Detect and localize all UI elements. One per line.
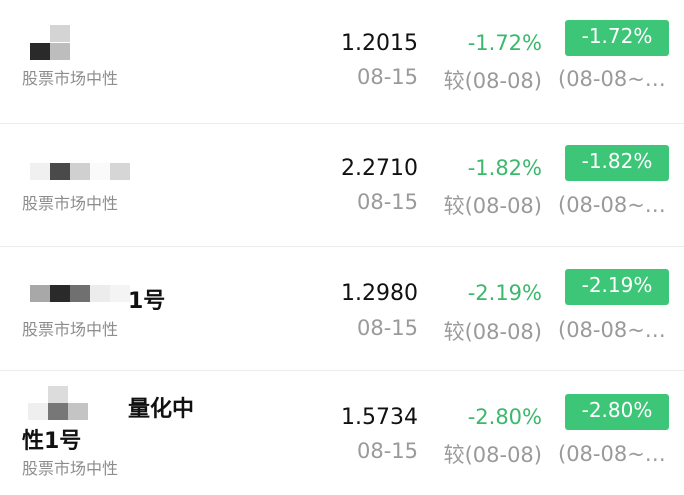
fund-value: 1.2980 [341,281,418,306]
fund-range: (08-08~… [558,193,666,217]
fund-date: 08-15 [356,316,418,340]
fund-compare: 较(08-08) [443,320,542,344]
fund-change: -1.72% [467,31,542,55]
fund-compare: 较(08-08) [443,443,542,467]
fund-change: -1.82% [467,156,542,180]
fund-row[interactable]: 股票市场中性 1.2015 08-15 -1.72% 较(08-08) -1.7… [0,0,684,124]
fund-value: 1.2015 [341,31,418,56]
fund-range: (08-08~… [558,442,666,466]
fund-range: (08-08~… [558,318,666,342]
fund-value: 2.2710 [341,156,418,181]
fund-category: 股票市场中性 [22,320,119,339]
fund-date: 08-15 [356,190,418,214]
fund-compare: 较(08-08) [443,69,542,93]
fund-category: 股票市场中性 [22,194,119,213]
change-badge[interactable]: -1.72% [565,20,669,56]
fund-category: 股票市场中性 [22,69,119,88]
fund-compare: 较(08-08) [443,194,542,218]
fund-name: 1号 [128,289,166,314]
change-badge[interactable]: -1.82% [565,145,669,181]
change-badge[interactable]: -2.80% [565,394,669,430]
fund-change: -2.80% [467,405,542,429]
fund-date: 08-15 [356,65,418,89]
fund-row[interactable]: 1号 股票市场中性 1.2980 08-15 -2.19% 较(08-08) -… [0,247,684,371]
fund-change: -2.19% [467,281,542,305]
fund-value: 1.5734 [341,405,418,430]
fund-date: 08-15 [356,439,418,463]
fund-row[interactable]: 股票市场中性 2.2710 08-15 -1.82% 较(08-08) -1.8… [0,123,684,247]
fund-row[interactable]: 量化中 性1号 股票市场中性 1.5734 08-15 -2.80% 较(08-… [0,371,684,495]
fund-range: (08-08~… [558,67,666,91]
fund-name: 量化中 [128,397,195,422]
change-badge[interactable]: -2.19% [565,269,669,305]
fund-category: 股票市场中性 [22,459,119,478]
fund-name-line2: 性1号 [22,429,82,454]
